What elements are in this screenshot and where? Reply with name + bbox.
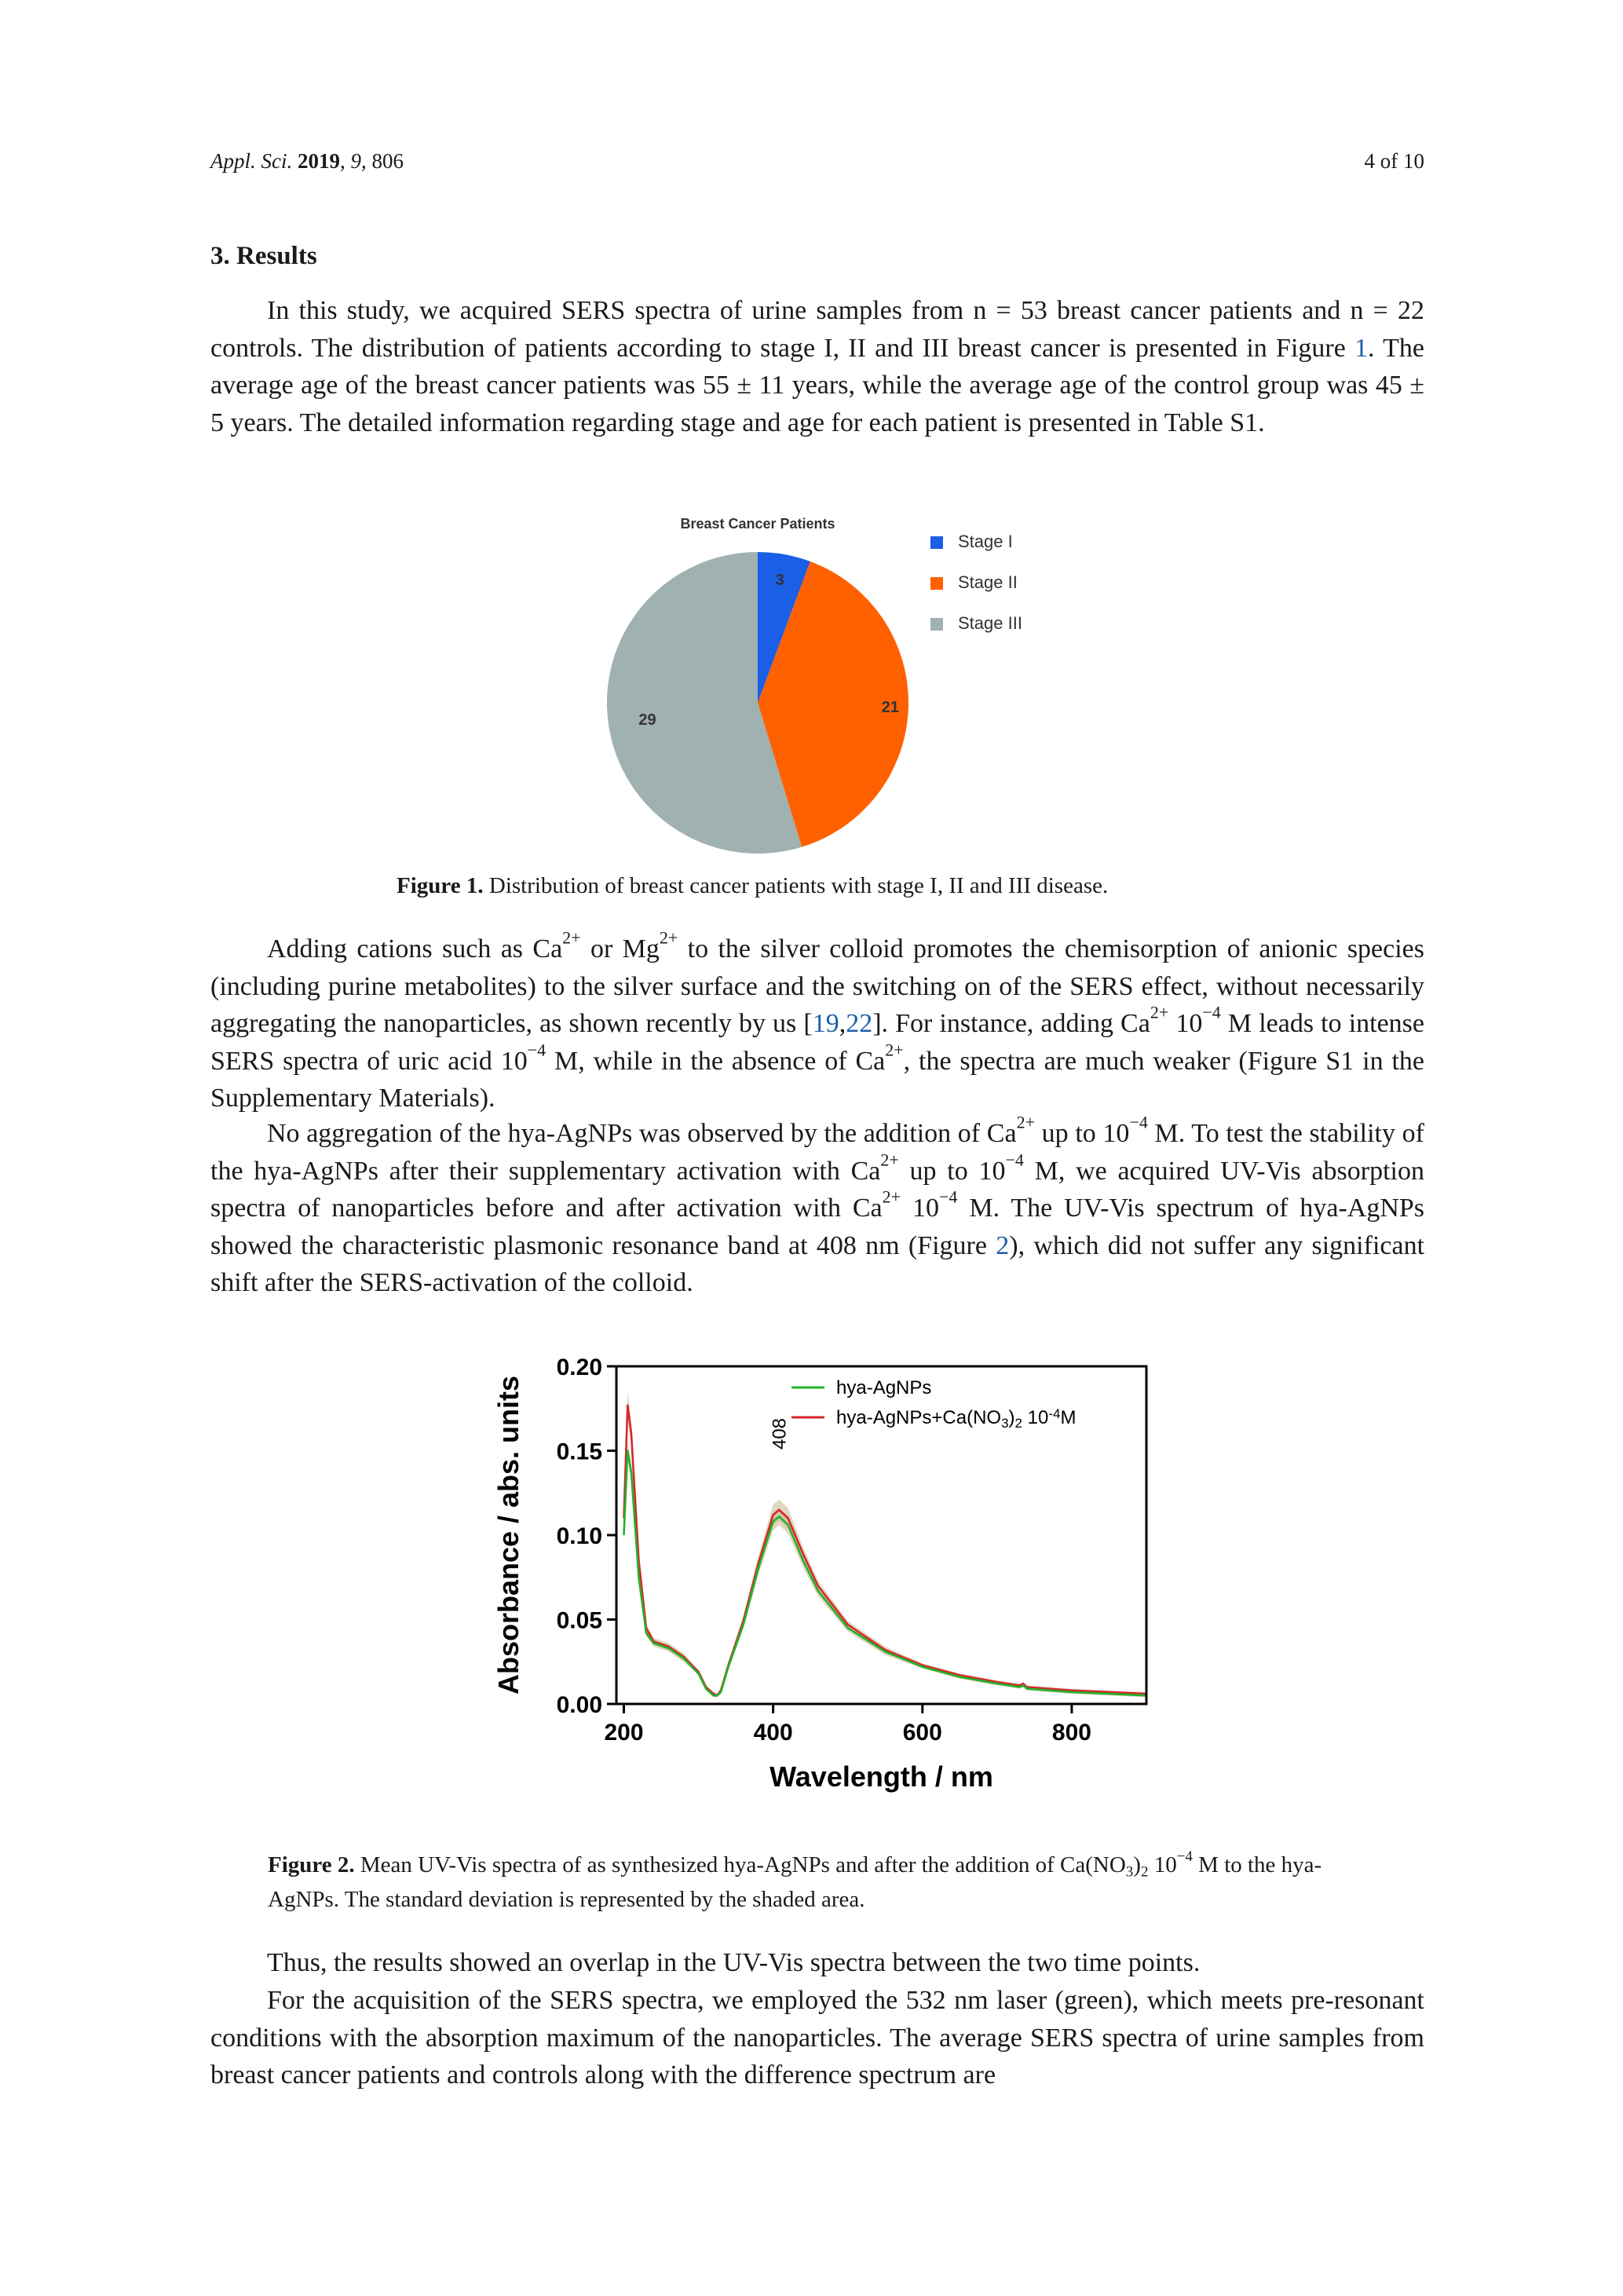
legend-swatch [930,536,943,549]
citation: Appl. Sci. 2019, 9, 806 [210,149,404,173]
figure-1-caption-text: Distribution of breast cancer patients w… [483,873,1109,898]
p3-text-e: M. The UV-Vis spectrum of hya-AgNPs show… [210,1194,1425,1260]
figure-1-label: Figure 1. [397,873,484,898]
legend-entry: Stage II [958,572,1018,592]
p3-charge-2: 2+ [880,1149,899,1169]
p2-charge-2: 2+ [659,927,678,948]
x-tick-label: 600 [903,1720,942,1746]
paragraph-3: No aggregation of the hya-AgNPs was obse… [210,1112,1425,1302]
p3-exponent-3: −4 [939,1186,958,1207]
figure-2-caption-exp: −4 [1176,1848,1193,1865]
p3-exponent-2: −4 [1005,1149,1024,1169]
p3-text-e0: 10 [901,1194,939,1223]
p3-text-b: up to 10 [1034,1119,1130,1148]
p2-text-h: , the spectra are much weaker (Figure S1… [210,1046,1424,1113]
paragraph-4: Thus, the results showed an overlap in t… [267,1948,1201,1977]
p2-text-g: M, while in the absence of Ca [546,1046,886,1076]
legend-label-0: hya-AgNPs [836,1377,931,1398]
legend-label-1: hya-AgNPs+Ca(NO3)2 10-4M [836,1406,1077,1431]
pie-value-label: 29 [638,711,656,729]
x-axis-label: Wavelength / nm [769,1760,993,1793]
paragraph-2: Adding cations such as Ca2+ or Mg2+ to t… [210,927,1425,1117]
section-heading: 3. Results [210,242,317,271]
section-title: Results [236,242,317,270]
p2-charge-3: 2+ [1150,1002,1169,1022]
x-tick-label: 200 [604,1720,643,1746]
pie-slice-stage-i [758,552,810,703]
p2-text-d: ]. For instance, adding Ca [872,1009,1150,1038]
p1-text-b: . The average age of the breast cancer p… [210,333,1424,437]
p3-charge-3: 2+ [882,1186,901,1207]
p3-exponent-1: −4 [1129,1112,1148,1132]
x-tick-label: 400 [754,1720,793,1746]
citation-22[interactable]: 22 [846,1009,873,1038]
figure-1-caption: Figure 1. Distribution of breast cancer … [397,868,1339,903]
y-tick-label: 0.10 [557,1523,602,1549]
journal-name: Appl. Sci. [210,149,293,173]
paragraph-5: For the acquisition of the SERS spectra,… [210,1986,1424,2089]
p2-text-b: or Mg [580,934,660,963]
series-line-1 [623,1404,1147,1697]
legend-swatch [930,577,943,590]
figure-1-ref-word: Figure [1276,333,1355,363]
figure-2-caption-b: ) [1133,1852,1141,1877]
p3-text-a: No aggregation of the hya-AgNPs was obse… [267,1119,1017,1148]
p2-text-c: to the silver colloid promotes the chemi… [210,934,1424,1038]
legend-entry: Stage III [958,613,1022,633]
section-number: 3. [210,242,230,270]
y-axis-label: Absorbance / abs. units [492,1376,525,1695]
figure-1-pie-chart: Breast Cancer Patients 3 21 29 Stage I Stag… [606,516,1022,854]
p2-text-a: Adding cations such as Ca [267,934,563,963]
p2-text-f: M leads to intense SERS spectra of uric … [210,1009,1425,1076]
p3-text-f: ), which did not suffer any significant … [210,1230,1425,1298]
p3-text-d: M, we acquired UV-Vis absorption spectra… [210,1156,1425,1223]
p2-charge-4: 2+ [885,1039,904,1059]
peak-annotation-408: 408 [769,1418,790,1450]
citation-separator: , [839,1009,846,1038]
pie-value-label: 21 [882,699,899,716]
citation-19[interactable]: 19 [812,1009,839,1038]
figure-2-caption-sub-3: 3 [1125,1863,1134,1881]
y-tick-label: 0.15 [557,1439,602,1465]
p1-text-a: In this study, we acquired SERS spectra … [210,296,1424,363]
p2-exponent-1: −4 [1202,1002,1221,1022]
article-number: 806 [371,149,404,173]
pie-title: Breast Cancer Patients [680,516,835,532]
series-line-0 [623,1450,1147,1697]
figure-1-ref[interactable]: 1 [1354,333,1369,363]
figure-2-caption-c: 10 [1148,1852,1177,1877]
p2-charge-1: 2+ [562,927,581,948]
figure-2-line-chart: 200 400 600 800 0.00 0.05 0.10 0.15 0.20 Wavele… [492,1355,1148,1793]
p3-charge-1: 2+ [1016,1112,1035,1132]
pie-value-label: 3 [776,572,784,589]
pie-slice-stage-iii [606,552,802,854]
figure-2-caption-a: Mean UV-Vis spectra of as synthesized hy… [354,1852,1126,1877]
std-dev-band-0 [623,1442,1146,1698]
figure-2-ref[interactable]: 2 [996,1230,1010,1260]
p3-text-b2: up to 10 [898,1156,1006,1186]
legend-swatch [930,618,943,631]
figure-2-caption-sub-2: 2 [1140,1863,1149,1881]
figure-2-caption-d: M to the hya-AgNPs. The standard deviati… [268,1852,1322,1912]
p2-exponent-2: −4 [527,1039,546,1059]
y-tick-label: 0.00 [557,1692,602,1718]
p3-text-c: M. To test the stability of the hya-AgNP… [210,1119,1424,1186]
journal-volume: 9 [350,149,361,173]
figure-2-label: Figure 2. [268,1852,355,1877]
journal-year: 2019 [297,149,340,173]
x-tick-label: 800 [1052,1720,1091,1746]
y-tick-label: 0.05 [557,1608,602,1634]
p2-text-e: 10 [1168,1009,1203,1038]
pie-slice-stage-ii [758,561,908,847]
page-number: 4 of 10 [1364,149,1425,173]
y-tick-label: 0.20 [557,1355,602,1380]
paragraph-1: In this study, we acquired SERS spectra … [210,292,1424,441]
legend-entry: Stage I [958,532,1013,551]
figure-2-caption: Figure 2. Mean UV-Vis spectra of as synt… [268,1848,1367,1917]
